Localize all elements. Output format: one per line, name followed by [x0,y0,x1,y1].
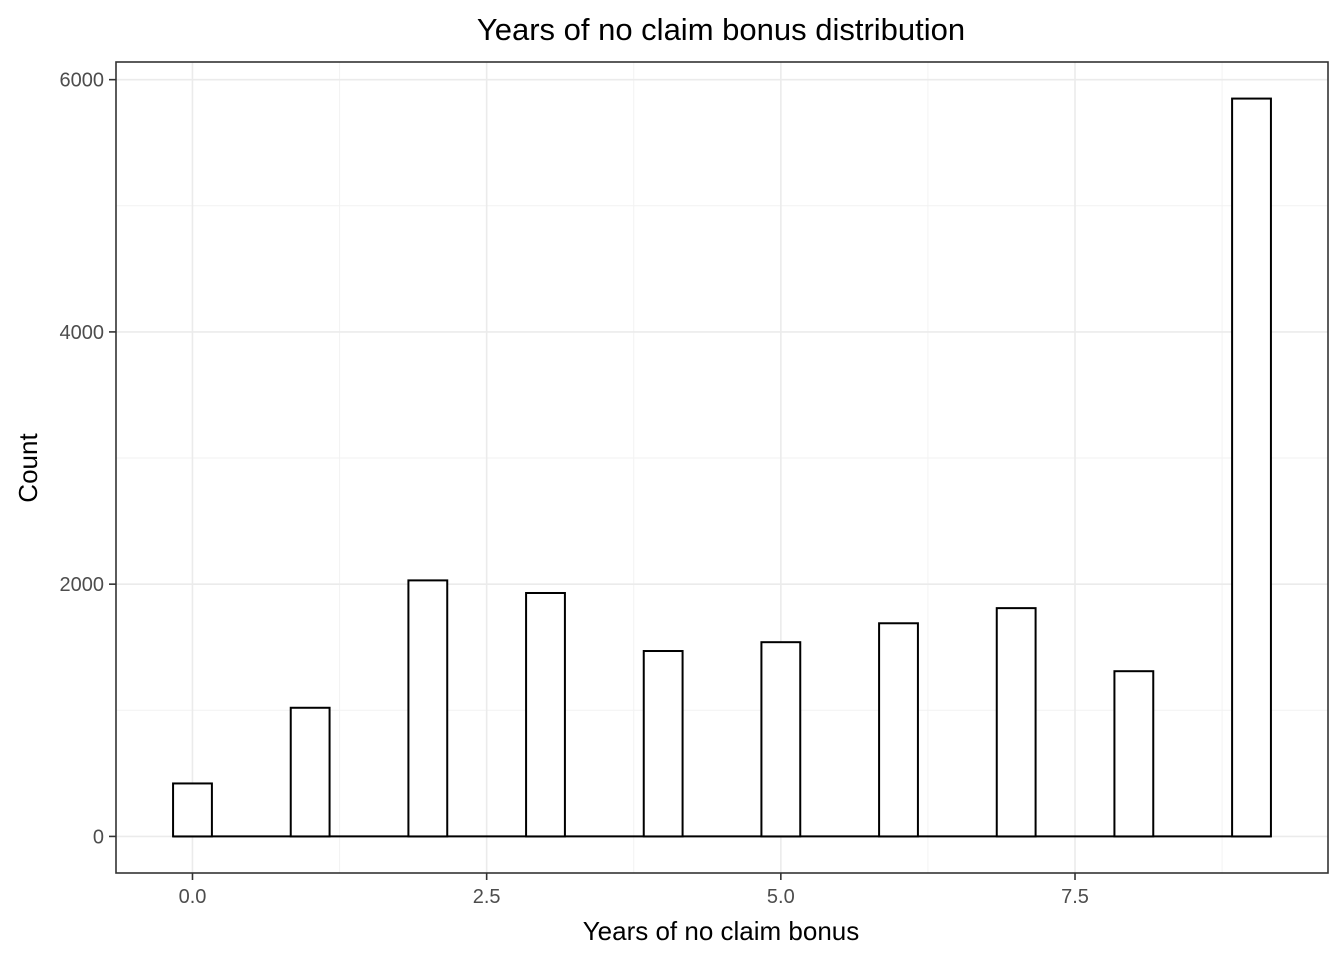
histogram-bar [878,622,919,838]
histogram-bar [1113,670,1155,838]
histogram-bar [760,641,802,838]
plot-panel-border [115,61,1329,874]
chart-title: Years of no claim bonus distribution [477,12,965,47]
y-axis-title: Count [13,433,43,503]
histogram-bar [407,579,449,838]
histogram-bar [525,591,566,838]
y-tick-label: 4000 [60,322,105,344]
y-tick-label: 6000 [60,70,105,92]
histogram-bar [995,607,1037,838]
x-axis-title: Years of no claim bonus [583,916,860,946]
x-tick-label: 5.0 [767,886,795,908]
bars [172,97,1272,838]
y-axis-ticks: 0 2000 4000 6000 [60,70,116,848]
x-axis-ticks: 0.0 2.5 5.0 7.5 [179,873,1089,908]
histogram-bar [172,782,213,838]
x-tick-label: 2.5 [473,886,501,908]
histogram-bar [642,650,684,838]
x-tick-label: 7.5 [1061,886,1089,908]
x-tick-label: 0.0 [179,886,207,908]
histogram-bar [289,706,331,838]
y-tick-label: 2000 [60,574,105,596]
histogram-bar [1231,97,1272,838]
y-tick-label: 0 [93,826,104,848]
